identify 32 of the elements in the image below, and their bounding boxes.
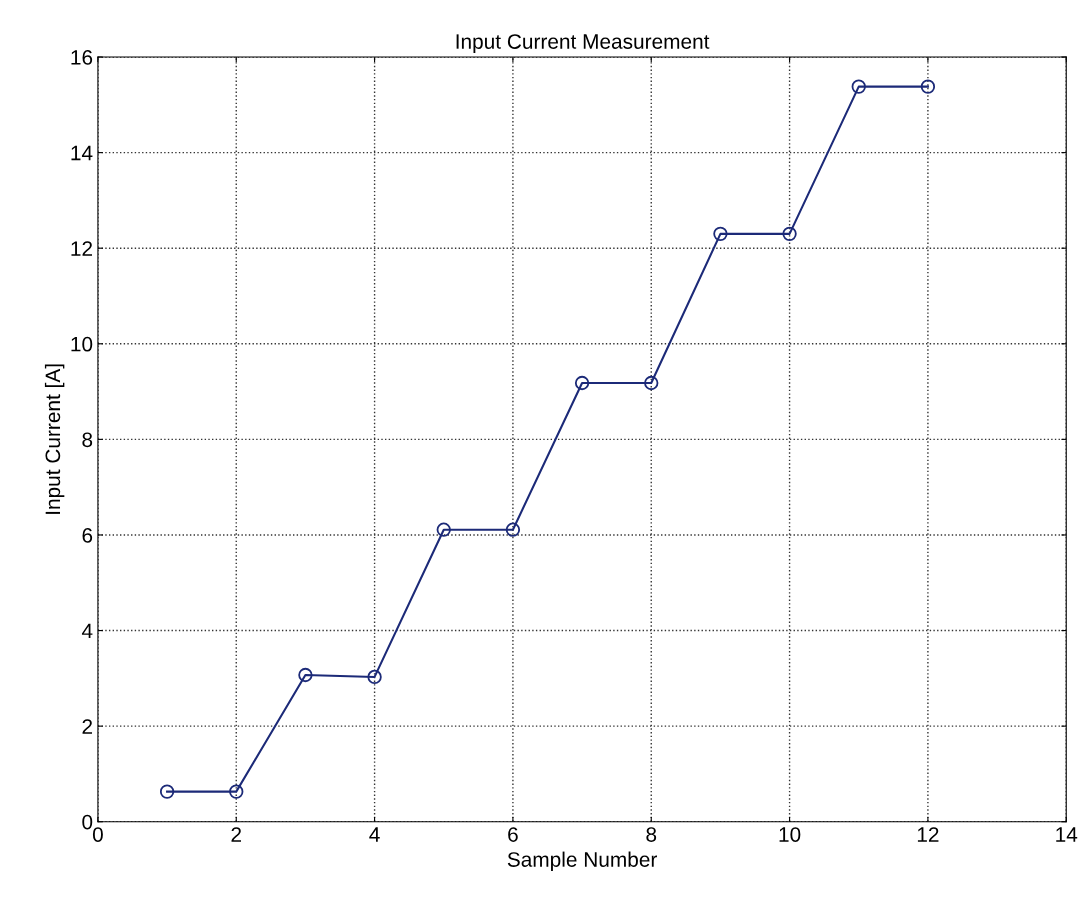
x-tick-label: 14 (1056, 827, 1078, 842)
point (367, 669, 382, 685)
chart-title: Input Current Measurement (456, 34, 710, 53)
x-tick-label: 10 (779, 827, 801, 842)
y-tick-label: 2 (82, 719, 93, 734)
point (713, 226, 728, 242)
x-tick-label: 4 (369, 827, 380, 842)
x-axis-title: Sample Number (507, 851, 657, 871)
y-tick-label: 0 (82, 814, 93, 830)
point (159, 784, 175, 799)
y-tick-label: 10 (71, 336, 93, 352)
point (298, 667, 313, 683)
point (574, 375, 590, 391)
point (851, 79, 866, 94)
point (505, 522, 521, 537)
y-tick-label: 4 (81, 623, 93, 639)
x-tick-label: 12 (917, 827, 939, 842)
x-tick-label: 0 (92, 827, 103, 842)
y-tick-label: 12 (71, 241, 93, 256)
y-tick-label: 14 (71, 145, 93, 161)
point (782, 226, 797, 242)
y-tick-label: 6 (82, 527, 93, 543)
point (229, 784, 244, 799)
y-tick-label: 16 (71, 50, 93, 65)
point (436, 522, 451, 537)
y-axis-title: Input Current [A] (44, 364, 65, 514)
y-tick-label: 8 (82, 432, 93, 448)
point (644, 375, 659, 391)
x-tick-label: 8 (646, 827, 657, 842)
x-tick-label: 6 (508, 827, 518, 842)
x-tick-label: 2 (231, 827, 241, 842)
point (920, 79, 936, 94)
